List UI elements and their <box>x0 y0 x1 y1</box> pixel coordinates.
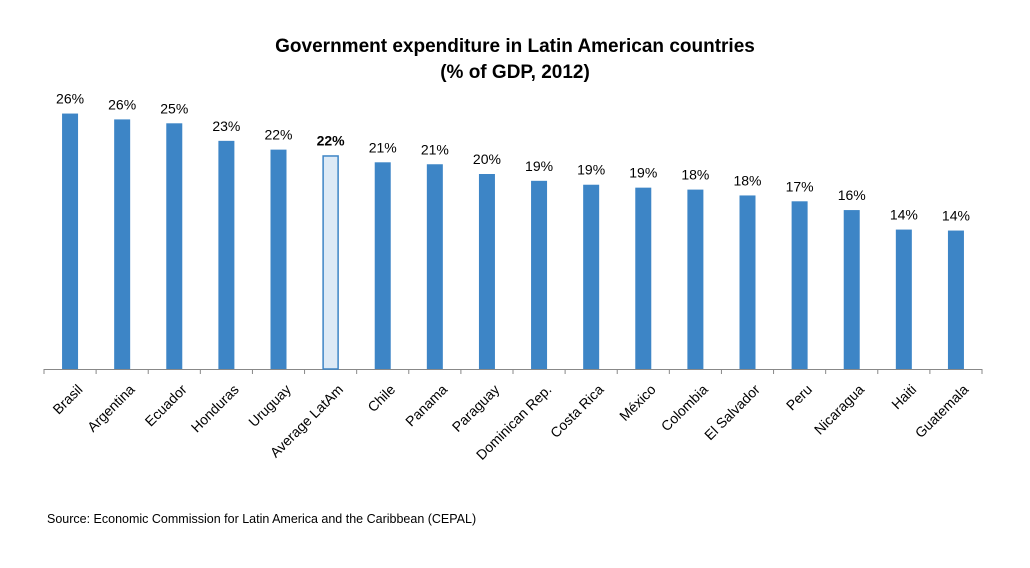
source-note: Source: Economic Commission for Latin Am… <box>47 512 477 526</box>
bar-guatemala <box>947 230 964 369</box>
bar-haiti <box>895 229 912 369</box>
chart-title-line1: Government expenditure in Latin American… <box>275 36 755 57</box>
category-label: Paraguay <box>449 381 503 435</box>
category-label: Panama <box>402 381 450 429</box>
data-label: 14% <box>890 207 918 223</box>
bar-nicaragua <box>843 210 860 369</box>
bar-dominican-rep- <box>531 180 548 369</box>
bar-m-xico <box>635 187 652 369</box>
category-label: El Salvador <box>701 381 763 443</box>
category-label: Colombia <box>658 381 711 434</box>
category-label: Haiti <box>888 381 919 412</box>
category-label: Chile <box>364 381 398 415</box>
bar-paraguay <box>478 174 495 369</box>
bar-chile <box>374 162 391 369</box>
data-label: 16% <box>838 187 866 203</box>
category-label: Guatemala <box>912 381 972 441</box>
bar-colombia <box>687 189 704 369</box>
data-label: 19% <box>525 158 553 174</box>
data-label: 19% <box>629 165 657 181</box>
data-label: 21% <box>421 141 449 157</box>
data-label: 20% <box>473 151 501 167</box>
data-label: 21% <box>369 139 397 155</box>
data-label: 19% <box>577 162 605 178</box>
data-label: 17% <box>786 178 814 194</box>
data-label: 23% <box>212 118 240 134</box>
category-label: Uruguay <box>245 381 294 430</box>
data-label: 26% <box>56 91 84 107</box>
bar-panama <box>426 164 443 369</box>
bar-brasil <box>62 113 79 369</box>
bar-uruguay <box>270 149 287 369</box>
bar-average-latam <box>322 155 339 370</box>
bar-argentina <box>114 119 131 370</box>
category-label: Nicaragua <box>811 381 868 438</box>
category-label: Costa Rica <box>547 381 607 441</box>
bar-costa-rica <box>583 184 600 369</box>
category-label: México <box>616 381 659 424</box>
data-label: 18% <box>681 167 709 183</box>
bar-chart: 26% Brasil 26% Argentina 25% Ecuador 23% Hondur… <box>43 91 983 463</box>
data-label: 14% <box>942 208 970 224</box>
bar-honduras <box>218 140 235 369</box>
bar-ecuador <box>166 123 183 369</box>
category-label: Peru <box>783 381 815 413</box>
category-label: Honduras <box>188 381 242 435</box>
data-label: 18% <box>733 172 761 188</box>
category-label: Ecuador <box>142 381 190 429</box>
category-label: Argentina <box>84 381 138 435</box>
data-label: 25% <box>160 100 188 116</box>
category-label: Brasil <box>49 381 85 417</box>
data-label: 26% <box>108 96 136 112</box>
bar-peru <box>791 201 808 369</box>
data-label: 22% <box>264 127 292 143</box>
data-label: 22% <box>317 132 346 148</box>
chart-title-line2: (% of GDP, 2012) <box>440 62 590 83</box>
bar-el-salvador <box>739 195 756 369</box>
